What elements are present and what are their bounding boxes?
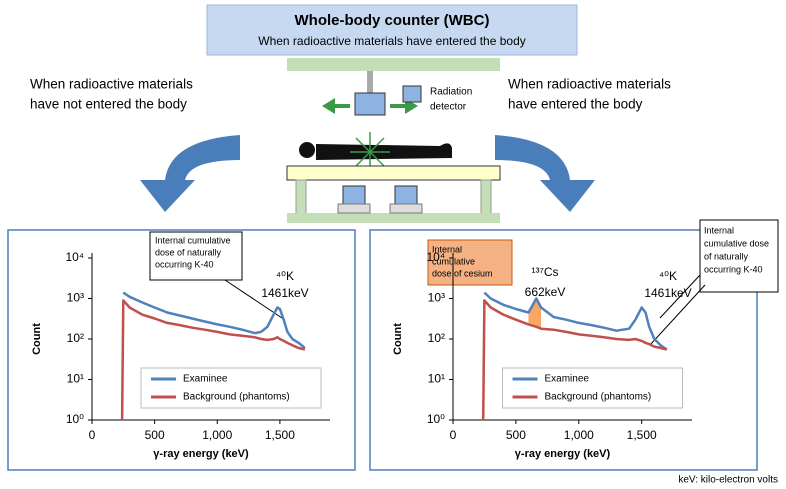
y-tick-label: 10³ (67, 291, 84, 305)
wbc-illustration: Radiation detector (287, 58, 500, 223)
y-tick-label: 10¹ (428, 372, 445, 386)
y-tick-label: 10⁰ (66, 412, 84, 426)
y-tick-label: 10² (428, 331, 445, 345)
peak-label: ⁴⁰K (659, 269, 677, 283)
ceiling (287, 58, 500, 71)
y-tick-label: 10² (67, 331, 84, 345)
legend-label: Examinee (545, 374, 590, 385)
floor (287, 213, 500, 223)
callout-text: occurring K-40 (155, 259, 214, 269)
x-tick-label: 1,500 (627, 428, 657, 442)
x-axis-label: γ-ray energy (keV) (515, 448, 611, 460)
x-tick-label: 1,000 (202, 428, 232, 442)
x-axis-label: γ-ray energy (keV) (153, 448, 249, 460)
detector (395, 186, 417, 204)
detector (343, 186, 365, 204)
x-tick-label: 1,500 (265, 428, 295, 442)
y-tick-label: 10⁴ (65, 250, 84, 264)
detector-legend (403, 86, 421, 102)
peak-label: ⁴⁰K (276, 269, 294, 283)
stand (367, 71, 373, 93)
callout-text: dose of naturally (155, 247, 222, 257)
callout-text: occurring K-40 (704, 264, 763, 274)
series-line (123, 293, 305, 348)
bed-leg (481, 180, 491, 215)
y-tick-label: 10⁴ (426, 250, 445, 264)
legend-label: Background (phantoms) (545, 392, 652, 403)
legend-label: Examinee (183, 374, 228, 385)
page: Whole-body counter (WBC) When radioactiv… (0, 0, 786, 489)
peak-label: 1461keV (644, 286, 691, 300)
x-tick-label: 500 (506, 428, 526, 442)
peak-label: 1461keV (261, 286, 308, 300)
peak-label: ¹³⁷Cs (532, 265, 559, 279)
x-tick-label: 0 (89, 428, 96, 442)
x-tick-label: 0 (450, 428, 457, 442)
arrow-left (140, 135, 240, 212)
y-axis-label: Count (392, 323, 404, 355)
y-tick-label: 10¹ (67, 372, 84, 386)
y-tick-label: 10³ (428, 291, 445, 305)
bed (287, 166, 500, 180)
peak-label: 662keV (525, 285, 566, 299)
right-caption: When radioactive materials (508, 77, 671, 92)
left-caption: have not entered the body (30, 97, 187, 112)
detector (355, 93, 385, 115)
x-tick-label: 500 (145, 428, 165, 442)
cesium-text: dose of cesium (432, 268, 493, 278)
callout-text: cumulative dose (704, 238, 769, 248)
head (299, 142, 315, 158)
footnote: keV: kilo-electron volts (678, 475, 778, 486)
header-subtitle: When radioactive materials have entered … (258, 34, 526, 48)
legend-label: Background (phantoms) (183, 392, 290, 403)
arrow-right (495, 135, 595, 212)
x-tick-label: 1,000 (564, 428, 594, 442)
y-axis-label: Count (31, 323, 43, 355)
stand (390, 204, 422, 213)
callout-text: of naturally (704, 251, 749, 261)
header-title: Whole-body counter (WBC) (295, 12, 490, 29)
y-tick-label: 10⁰ (427, 412, 445, 426)
bed-leg (296, 180, 306, 215)
detector-label: Radiation (430, 87, 472, 98)
move-arrow (322, 98, 350, 114)
callout-text: Internal (704, 225, 734, 235)
detector-label: detector (430, 102, 467, 113)
right-caption: have entered the body (508, 97, 643, 112)
left-caption: When radioactive materials (30, 77, 193, 92)
stand (338, 204, 370, 213)
callout-text: Internal cumulative (155, 235, 231, 245)
